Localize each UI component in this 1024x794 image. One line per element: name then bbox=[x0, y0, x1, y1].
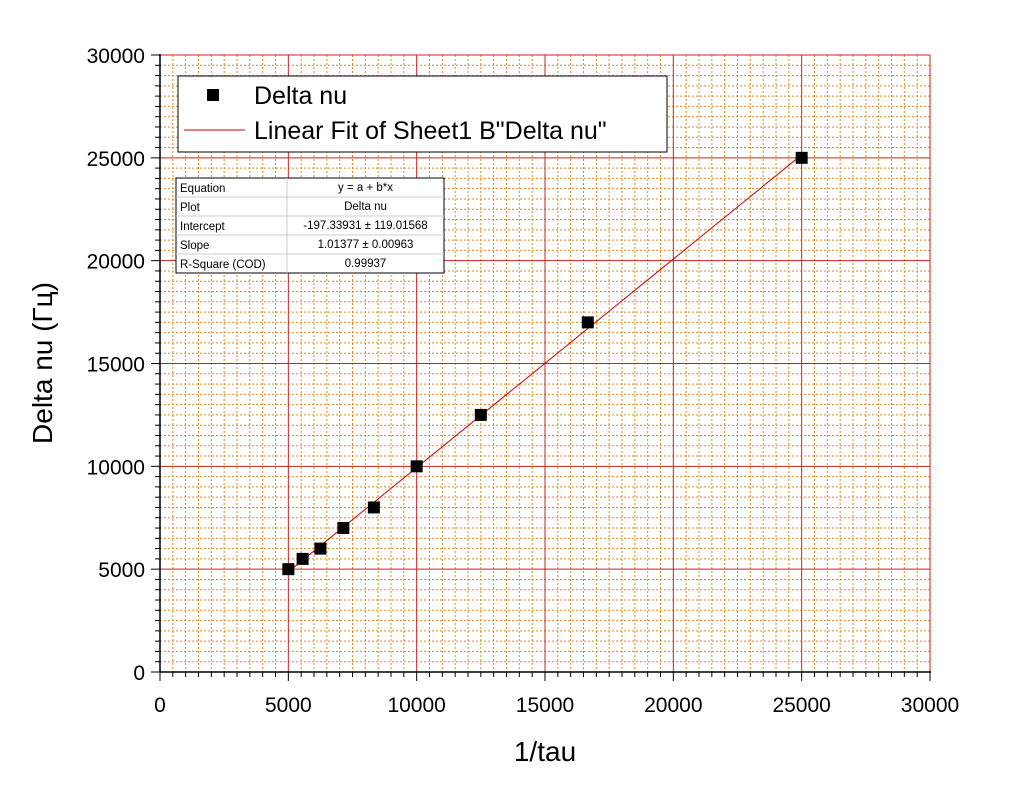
data-point bbox=[296, 552, 309, 565]
x-tick-label: 15000 bbox=[516, 694, 574, 717]
fit-table-value: -197.33931 ± 119.01568 bbox=[303, 220, 427, 232]
fit-statistics-table: Equation y = a + b*x Plot Delta nu Intercept… bbox=[175, 177, 445, 274]
x-tick-label: 5000 bbox=[265, 694, 312, 717]
fit-table-label: Intercept bbox=[180, 221, 226, 233]
y-tick-label: 0 bbox=[133, 662, 145, 685]
data-point bbox=[474, 408, 487, 421]
data-point bbox=[410, 460, 423, 473]
fit-table-label: Slope bbox=[180, 240, 209, 252]
x-axis-ticks: 0 5000 10000 15000 20000 25000 30000 bbox=[154, 672, 959, 717]
legend: Delta nu Linear Fit of Sheet1 B"Delta nu… bbox=[177, 75, 668, 153]
fit-table-value: 1.01377 ± 0.00963 bbox=[318, 239, 414, 251]
y-tick-label: 25000 bbox=[87, 148, 145, 171]
x-tick-label: 0 bbox=[154, 694, 166, 717]
data-point bbox=[314, 542, 327, 555]
x-tick-label: 20000 bbox=[644, 694, 702, 717]
y-axis-ticks: 0 5000 10000 15000 20000 25000 30000 bbox=[87, 45, 160, 685]
fit-table-label: R-Square (COD) bbox=[180, 259, 266, 271]
data-point bbox=[795, 151, 808, 164]
fit-table-value: 0.99937 bbox=[345, 258, 387, 270]
x-tick-label: 30000 bbox=[901, 694, 959, 717]
legend-label-linear-fit: Linear Fit of Sheet1 B"Delta nu" bbox=[254, 117, 607, 145]
y-tick-label: 20000 bbox=[87, 251, 145, 274]
y-tick-label: 5000 bbox=[98, 559, 145, 582]
fit-table-value: y = a + b*x bbox=[338, 182, 393, 194]
y-axis-title: Delta nu (Гц) bbox=[27, 282, 58, 444]
data-point bbox=[581, 316, 594, 329]
y-tick-label: 15000 bbox=[87, 354, 145, 377]
legend-box bbox=[177, 75, 668, 153]
x-tick-label: 10000 bbox=[387, 694, 445, 717]
fit-table-frame bbox=[175, 177, 445, 274]
fit-table-value: Delta nu bbox=[344, 201, 387, 213]
y-tick-label: 30000 bbox=[87, 45, 145, 68]
legend-label-delta-nu: Delta nu bbox=[254, 82, 347, 110]
fit-table-label: Plot bbox=[180, 202, 201, 214]
data-point bbox=[337, 522, 350, 535]
legend-marker-delta-nu bbox=[207, 89, 219, 101]
data-point bbox=[282, 563, 295, 576]
series-layer bbox=[282, 151, 808, 576]
y-tick-label: 10000 bbox=[87, 456, 145, 479]
data-point bbox=[367, 501, 380, 514]
fit-table-label: Equation bbox=[180, 183, 225, 195]
x-axis-title: 1/tau bbox=[514, 736, 576, 767]
x-tick-label: 25000 bbox=[772, 694, 830, 717]
